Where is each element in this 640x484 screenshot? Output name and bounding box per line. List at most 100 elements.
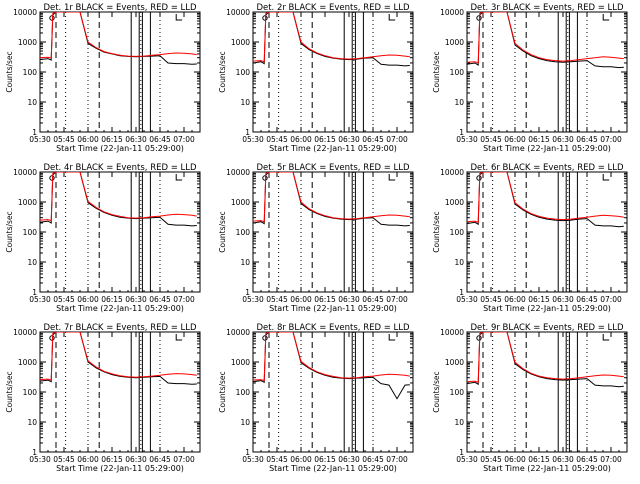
x-tick-label: 05:45: [266, 135, 288, 144]
panel-title: Det. 1r BLACK = Events, RED = LLD: [43, 3, 197, 13]
panel-6: Det. 6r BLACK = Events, RED = LLD 1 10 100 1…: [432, 163, 628, 313]
y-tick-label: 10000: [440, 168, 464, 177]
y-tick-label: 10000: [226, 328, 250, 337]
x-tick-label: 06:45: [362, 455, 384, 464]
y-tick-label: 1: [459, 288, 464, 297]
attenuator-marker: [388, 14, 396, 21]
x-tick-label: 05:30: [456, 135, 478, 144]
x-tick-label: 06:45: [149, 295, 171, 304]
x-tick-label: 05:30: [29, 135, 51, 144]
x-tick-label: 06:45: [576, 455, 598, 464]
y-axis-label: Counts/sec: [5, 211, 14, 252]
saa-marker: [49, 175, 55, 181]
panel-5: Det. 5r BLACK = Events, RED = LLD 1 10 100 1…: [218, 163, 414, 313]
x-tick-label: 05:30: [242, 295, 264, 304]
panel-9: Det. 9r BLACK = Events, RED = LLD 1 10 100 1…: [432, 323, 628, 473]
x-tick-label: 06:15: [314, 455, 336, 464]
panel-4: Det. 4r BLACK = Events, RED = LLD 1 10 100 1…: [5, 163, 201, 313]
y-tick-label: 1: [459, 128, 464, 137]
y-tick-label: 1: [32, 288, 37, 297]
x-tick-label: 06:15: [528, 295, 550, 304]
y-tick-label: 1: [245, 288, 250, 297]
x-tick-label: 06:00: [290, 455, 312, 464]
x-tick-label: 06:45: [576, 135, 598, 144]
y-tick-label: 1000: [18, 38, 37, 47]
x-tick-label: 06:15: [314, 295, 336, 304]
x-tick-label: 06:00: [290, 135, 312, 144]
y-tick-label: 100: [236, 388, 251, 397]
plot-frame: [39, 331, 201, 453]
x-axis-label: Start Time (22-Jan-11 05:29:00): [483, 304, 611, 313]
x-axis-label: Start Time (22-Jan-11 05:29:00): [483, 144, 611, 153]
y-tick-label: 1000: [445, 38, 464, 47]
x-tick-label: 06:00: [504, 135, 526, 144]
y-tick-label: 100: [450, 68, 465, 77]
plot-frame: [39, 11, 201, 133]
y-tick-label: 1000: [231, 358, 250, 367]
plot-frame: [252, 331, 414, 453]
plot-frame: [466, 171, 628, 293]
x-axis-label: Start Time (22-Jan-11 05:29:00): [56, 464, 184, 473]
panel-title: Det. 5r BLACK = Events, RED = LLD: [256, 163, 410, 173]
y-tick-label: 100: [450, 388, 465, 397]
y-tick-label: 10: [240, 98, 250, 107]
x-tick-label: 06:30: [552, 135, 574, 144]
plot-frame: [466, 331, 628, 453]
lld-series-line: [40, 12, 197, 59]
y-tick-label: 10: [240, 258, 250, 267]
x-tick-label: 06:00: [504, 295, 526, 304]
x-tick-label: 06:00: [77, 295, 99, 304]
lld-series-line: [253, 172, 410, 223]
x-tick-label: 05:45: [480, 135, 502, 144]
panel-title: Det. 7r BLACK = Events, RED = LLD: [43, 323, 197, 333]
y-tick-label: 10000: [13, 168, 37, 177]
x-tick-label: 06:30: [338, 295, 360, 304]
x-tick-label: 06:45: [149, 135, 171, 144]
x-tick-label: 06:45: [362, 295, 384, 304]
x-tick-label: 06:30: [338, 455, 360, 464]
saa-marker: [476, 335, 482, 341]
y-tick-label: 1000: [18, 358, 37, 367]
x-tick-label: 07:00: [386, 135, 408, 144]
x-tick-label: 06:30: [125, 295, 147, 304]
y-tick-label: 10: [454, 418, 464, 427]
x-tick-label: 05:45: [266, 295, 288, 304]
attenuator-marker: [388, 174, 396, 181]
attenuator-marker: [175, 334, 183, 341]
y-axis-label: Counts/sec: [218, 371, 227, 412]
y-axis-label: Counts/sec: [5, 371, 14, 412]
x-tick-label: 06:30: [125, 455, 147, 464]
attenuator-marker: [175, 14, 183, 21]
y-tick-label: 1: [245, 448, 250, 457]
saa-marker: [262, 335, 268, 341]
y-tick-label: 10: [27, 98, 37, 107]
x-tick-label: 06:45: [576, 295, 598, 304]
y-tick-label: 10: [27, 258, 37, 267]
y-axis-label: Counts/sec: [218, 211, 227, 252]
y-tick-label: 1000: [18, 198, 37, 207]
x-tick-label: 06:00: [290, 295, 312, 304]
x-tick-label: 07:00: [600, 455, 622, 464]
y-tick-label: 10: [27, 418, 37, 427]
lld-series-line: [40, 332, 197, 381]
x-axis-label: Start Time (22-Jan-11 05:29:00): [56, 304, 184, 313]
y-tick-label: 1: [32, 448, 37, 457]
lld-series-line: [467, 172, 624, 224]
saa-marker: [49, 335, 55, 341]
lld-series-line: [467, 332, 624, 384]
y-tick-label: 1000: [445, 358, 464, 367]
x-tick-label: 05:30: [242, 135, 264, 144]
x-tick-label: 06:00: [77, 455, 99, 464]
y-tick-label: 100: [236, 228, 251, 237]
x-tick-label: 05:30: [29, 295, 51, 304]
panel-title: Det. 9r BLACK = Events, RED = LLD: [470, 323, 624, 333]
panel-title: Det. 8r BLACK = Events, RED = LLD: [256, 323, 410, 333]
x-tick-label: 06:30: [125, 135, 147, 144]
x-tick-label: 06:00: [504, 455, 526, 464]
plot-frame: [252, 11, 414, 133]
x-tick-label: 07:00: [386, 295, 408, 304]
y-tick-label: 100: [23, 388, 38, 397]
y-tick-label: 1: [245, 128, 250, 137]
attenuator-marker: [602, 174, 610, 181]
y-tick-label: 10000: [226, 8, 250, 17]
